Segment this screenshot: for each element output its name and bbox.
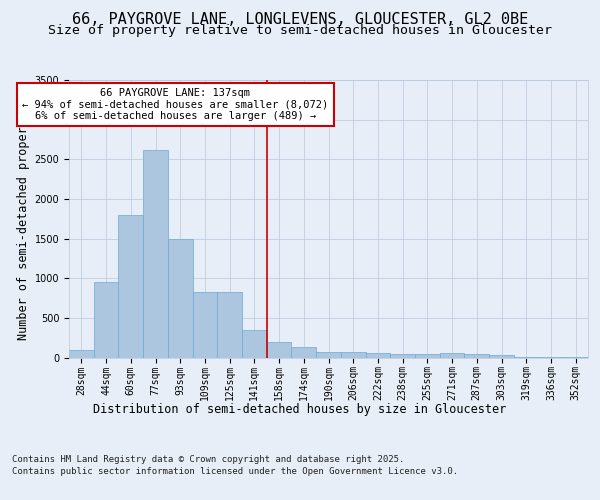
Bar [69, 350, 94, 358]
Bar [341, 352, 365, 358]
Bar [365, 353, 390, 358]
Bar [415, 354, 440, 358]
Bar [464, 354, 489, 358]
Text: Contains public sector information licensed under the Open Government Licence v3: Contains public sector information licen… [12, 468, 458, 476]
Bar [514, 356, 539, 358]
Text: Size of property relative to semi-detached houses in Gloucester: Size of property relative to semi-detach… [48, 24, 552, 37]
Bar [94, 282, 118, 358]
Y-axis label: Number of semi-detached properties: Number of semi-detached properties [17, 98, 31, 340]
Bar [118, 215, 143, 358]
Text: 66 PAYGROVE LANE: 137sqm
← 94% of semi-detached houses are smaller (8,072)
6% of: 66 PAYGROVE LANE: 137sqm ← 94% of semi-d… [22, 88, 328, 121]
Bar [489, 355, 514, 358]
Bar [316, 352, 341, 358]
Bar [539, 357, 563, 358]
Text: Distribution of semi-detached houses by size in Gloucester: Distribution of semi-detached houses by … [94, 402, 506, 415]
Bar [390, 354, 415, 358]
Bar [168, 238, 193, 358]
Bar [217, 292, 242, 358]
Bar [267, 342, 292, 357]
Bar [440, 353, 464, 358]
Bar [242, 330, 267, 357]
Bar [143, 150, 168, 358]
Text: Contains HM Land Registry data © Crown copyright and database right 2025.: Contains HM Land Registry data © Crown c… [12, 455, 404, 464]
Text: 66, PAYGROVE LANE, LONGLEVENS, GLOUCESTER, GL2 0BE: 66, PAYGROVE LANE, LONGLEVENS, GLOUCESTE… [72, 12, 528, 28]
Bar [193, 292, 217, 358]
Bar [292, 347, 316, 358]
